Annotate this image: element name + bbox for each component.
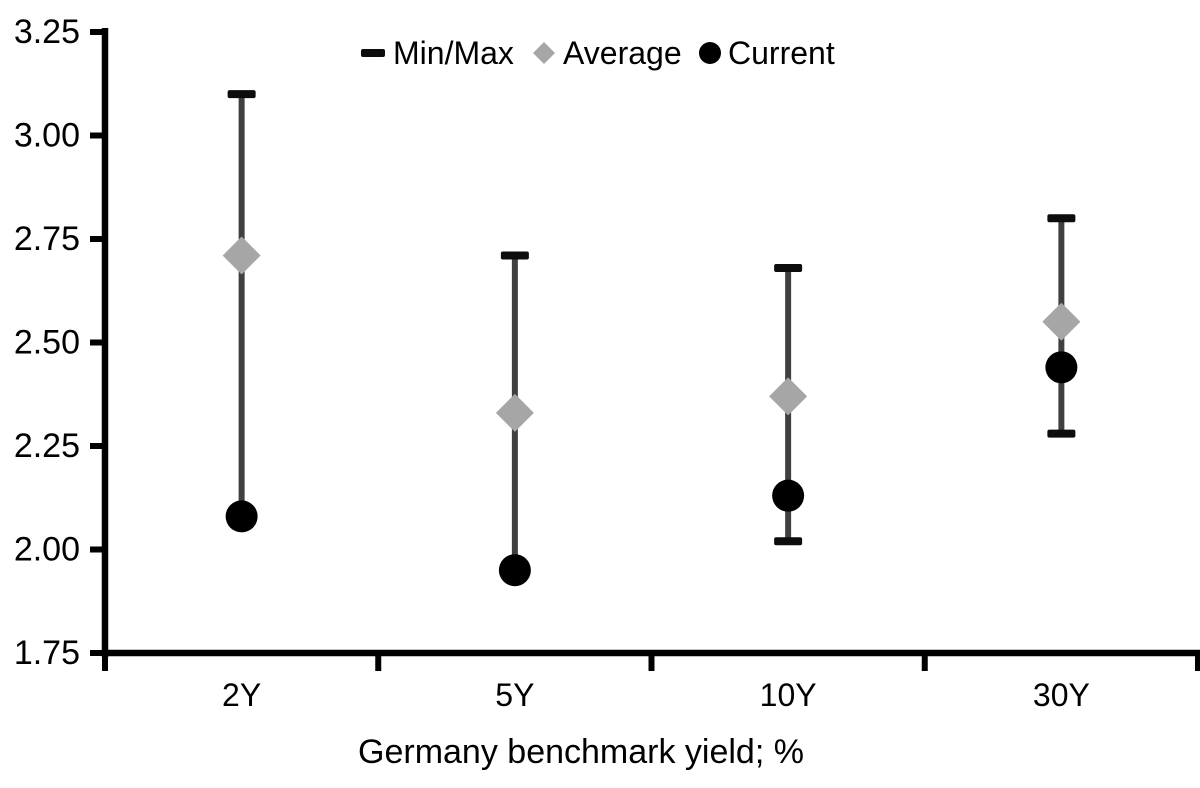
current-marker-5Y: [498, 554, 531, 587]
legend: Min/Max Average Current: [361, 35, 835, 71]
datapoint-group-30Y: [1042, 214, 1081, 438]
average-marker-10Y: [769, 377, 808, 416]
average-marker-5Y: [495, 393, 534, 432]
datapoint-group-5Y: [495, 251, 534, 587]
y-tick-label: 2.50: [14, 324, 80, 362]
axes: [101, 28, 1200, 657]
current-marker-30Y: [1045, 351, 1078, 384]
circle-icon: [699, 42, 721, 64]
datapoint-group-10Y: [769, 263, 808, 546]
legend-label-current: Current: [728, 35, 835, 71]
legend-label-min-max: Min/Max: [393, 35, 514, 71]
max-cap-5Y: [500, 251, 529, 260]
y-tick-label: 2.25: [14, 427, 80, 465]
diamond-icon: [533, 42, 555, 64]
x-axis-ticks: 2Y 5Y 10Y 30Y: [102, 653, 1200, 713]
x-category-label-5Y: 5Y: [495, 677, 534, 713]
min-cap-30Y: [1047, 429, 1076, 438]
current-marker-2Y: [225, 500, 258, 533]
min-cap-10Y: [774, 537, 803, 546]
max-cap-30Y: [1047, 214, 1076, 223]
y-tick-label: 3.00: [14, 117, 80, 155]
y-tick-label: 1.75: [14, 634, 80, 672]
y-tick-label: 3.25: [14, 13, 80, 51]
y-tick-label: 2.00: [14, 531, 80, 569]
current-marker-10Y: [772, 479, 805, 512]
x-axis-title: Germany benchmark yield; %: [358, 733, 804, 771]
legend-item-current: Current: [699, 35, 835, 71]
average-marker-30Y: [1042, 302, 1081, 341]
dash-icon: [361, 49, 385, 57]
max-cap-2Y: [227, 90, 256, 99]
legend-item-min-max: Min/Max: [361, 35, 514, 71]
x-category-label-10Y: 10Y: [760, 677, 817, 713]
x-category-label-30Y: 30Y: [1033, 677, 1090, 713]
x-category-label-2Y: 2Y: [222, 677, 261, 713]
y-tick-label: 2.75: [14, 220, 80, 258]
max-cap-10Y: [774, 263, 803, 272]
average-marker-2Y: [222, 236, 261, 275]
y-axis-ticks: 3.25 3.00 2.75 2.50 2.25 2.00 1.75: [14, 13, 105, 672]
datapoint-group-2Y: [222, 90, 261, 533]
legend-item-average: Average: [533, 35, 682, 71]
legend-label-average: Average: [563, 35, 682, 71]
